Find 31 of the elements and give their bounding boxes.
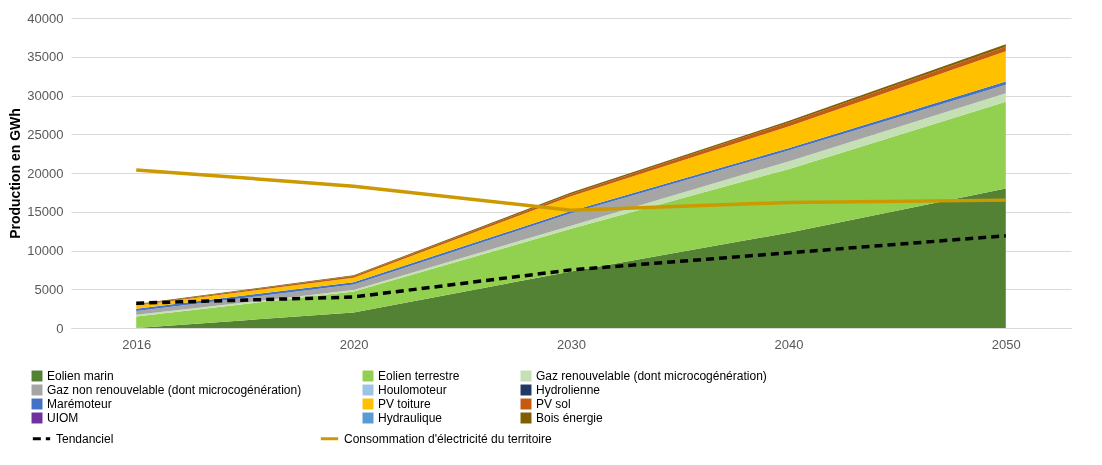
y-tick-label: 10000 <box>27 243 64 258</box>
y-tick-label: 5000 <box>34 281 64 297</box>
legend-label: Houlomoteur <box>378 383 447 397</box>
x-tick-label: 2030 <box>557 336 586 352</box>
legend-label: Marémoteur <box>47 397 112 411</box>
legend-label: Eolien marin <box>47 369 114 383</box>
legend-label: PV sol <box>536 397 571 411</box>
legend-label: Hydrolienne <box>536 383 601 397</box>
legend-label: PV toiture <box>378 397 432 411</box>
legend-label: Hydraulique <box>378 411 443 425</box>
legend-label: Consommation d'électricité du territoire <box>344 431 553 446</box>
x-tick-label: 2016 <box>122 336 152 352</box>
legend-label: Tendanciel <box>56 431 114 446</box>
line-series <box>134 234 1008 305</box>
x-tick-label: 2050 <box>991 336 1021 352</box>
y-tick-label: 30000 <box>27 88 64 103</box>
y-tick-label: 20000 <box>27 165 64 181</box>
y-tick-label: 35000 <box>27 49 64 65</box>
legend-label: Bois énergie <box>536 411 604 425</box>
line-series <box>134 168 1008 212</box>
y-axis-title: Production en GWh <box>7 108 24 239</box>
legend-label: Gaz non renouvelable (dont microcogénération) <box>47 383 302 397</box>
y-tick-label: 15000 <box>27 204 64 220</box>
x-tick-label: 2040 <box>774 336 804 352</box>
y-tick-label: 0 <box>56 320 64 336</box>
legend-label: Gaz renouvelable (dont microcogénération) <box>536 369 767 383</box>
y-tick-label: 25000 <box>27 126 64 142</box>
legend-label: Eolien terrestre <box>378 369 460 383</box>
y-tick-label: 40000 <box>27 10 64 26</box>
legend-label: UIOM <box>47 411 79 425</box>
x-tick-label: 2020 <box>339 336 369 352</box>
